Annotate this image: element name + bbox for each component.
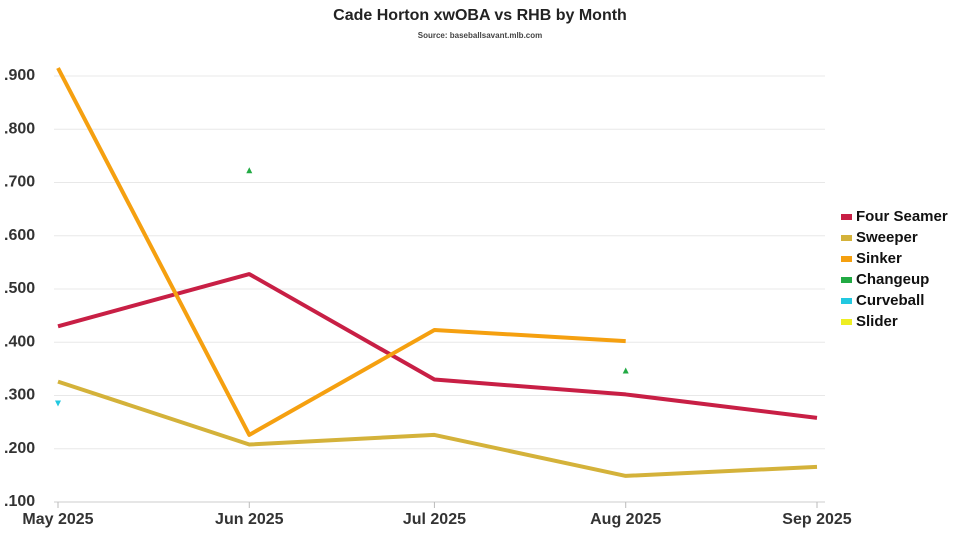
legend-swatch xyxy=(841,256,852,262)
y-tick-label: .900 xyxy=(4,67,35,84)
series-line xyxy=(57,379,818,478)
y-tick-label: .800 xyxy=(4,120,35,137)
legend-swatch xyxy=(841,277,852,283)
legend-swatch xyxy=(841,214,852,220)
legend-swatch xyxy=(841,319,852,325)
x-tick-label: May 2025 xyxy=(22,511,93,528)
chart-title: Cade Horton xwOBA vs RHB by Month xyxy=(333,7,627,24)
point-marker xyxy=(622,367,629,374)
chart-subtitle: Source: baseballsavant.mlb.com xyxy=(418,31,543,40)
y-tick-label: .700 xyxy=(4,174,35,191)
series-line xyxy=(56,67,626,437)
y-tick-label: .600 xyxy=(4,227,35,244)
y-tick-label: .200 xyxy=(4,440,35,457)
legend-label: Slider xyxy=(856,313,898,330)
point-marker xyxy=(55,400,61,407)
x-tick-label: Sep 2025 xyxy=(782,511,851,528)
legend-label: Four Seamer xyxy=(856,208,948,225)
y-tick-label: .500 xyxy=(4,280,35,297)
x-tick-label: Jun 2025 xyxy=(215,511,284,528)
y-tick-label: .400 xyxy=(4,333,35,350)
legend-label: Sweeper xyxy=(856,229,918,246)
x-tick-label: Jul 2025 xyxy=(403,511,466,528)
x-tick-label: Aug 2025 xyxy=(590,511,661,528)
y-tick-label: .100 xyxy=(4,493,35,510)
legend-label: Sinker xyxy=(856,250,902,267)
y-tick-label: .300 xyxy=(4,387,35,404)
series-line xyxy=(57,272,818,420)
legend-swatch xyxy=(841,235,852,241)
legend-label: Curveball xyxy=(856,292,924,309)
legend-label: Changeup xyxy=(856,271,929,288)
point-marker xyxy=(246,167,253,174)
legend-swatch xyxy=(841,298,852,304)
